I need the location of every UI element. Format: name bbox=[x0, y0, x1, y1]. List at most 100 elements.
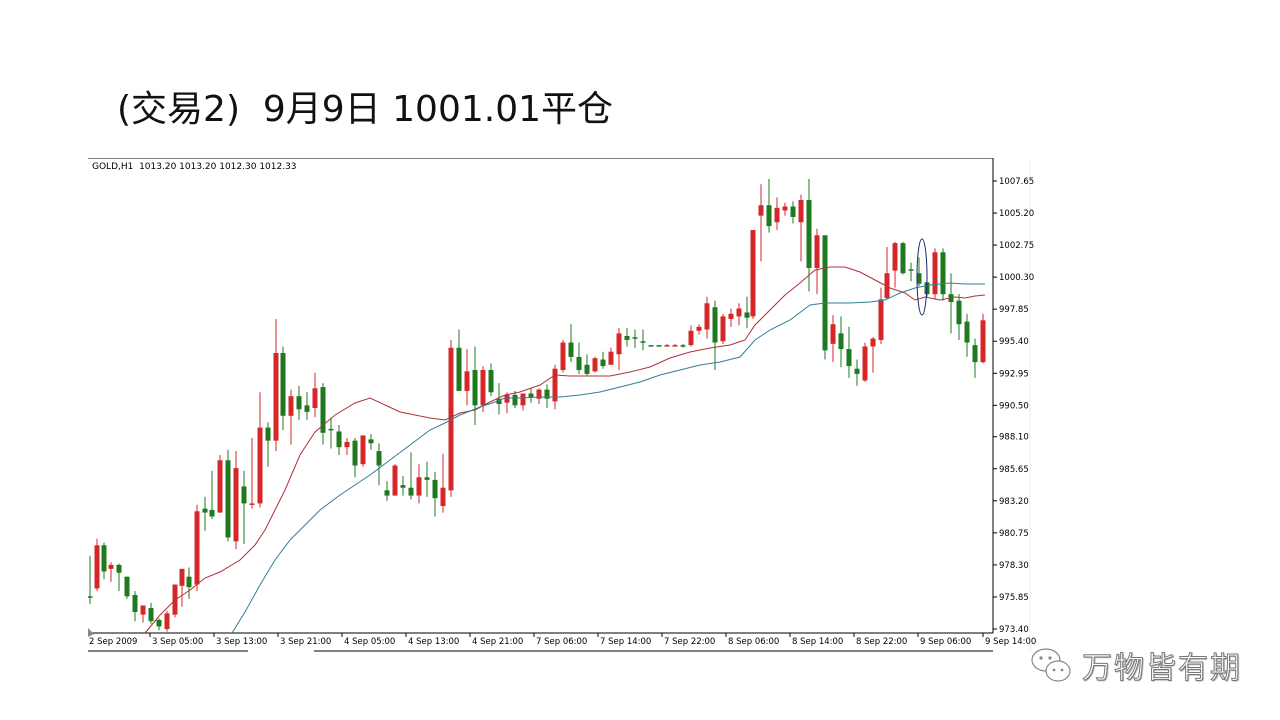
annotation-ellipse bbox=[916, 238, 928, 316]
candle bbox=[592, 358, 598, 372]
x-tick-label: 9 Sep 06:00 bbox=[920, 637, 971, 647]
candle bbox=[870, 338, 876, 347]
candle bbox=[217, 460, 223, 513]
y-tick-label: 980.75 bbox=[999, 529, 1029, 539]
y-tick-label: 997.85 bbox=[999, 305, 1029, 315]
candle bbox=[520, 393, 526, 406]
candle bbox=[265, 427, 271, 441]
candle bbox=[344, 441, 350, 448]
candle bbox=[384, 490, 390, 496]
candle bbox=[336, 431, 342, 448]
candle bbox=[116, 564, 122, 573]
x-axis: 2 Sep 2009 3 Sep 05:00 3 Sep 13:00 3 Sep 21… bbox=[89, 633, 1036, 647]
x-tick-label: 8 Sep 06:00 bbox=[728, 637, 779, 647]
y-tick-label: 1002.75 bbox=[999, 241, 1034, 251]
candle bbox=[400, 485, 406, 488]
y-tick-label: 983.20 bbox=[999, 497, 1029, 507]
x-tick-label: 3 Sep 21:00 bbox=[280, 637, 331, 647]
candle bbox=[424, 477, 430, 480]
candle bbox=[456, 347, 462, 391]
y-tick-label: 975.85 bbox=[999, 593, 1029, 603]
candle bbox=[584, 364, 590, 374]
candle bbox=[704, 303, 710, 330]
candle bbox=[488, 370, 494, 393]
candle bbox=[600, 359, 606, 367]
x-tick-label: 8 Sep 22:00 bbox=[856, 637, 907, 647]
candle bbox=[536, 389, 542, 399]
slide-title: (交易2) 9月9日 1001.01平仓 bbox=[117, 89, 614, 130]
wechat-icon bbox=[1031, 648, 1071, 682]
x-tick-label: 3 Sep 13:00 bbox=[216, 637, 267, 647]
y-tick-label: 973.40 bbox=[999, 625, 1029, 635]
candle bbox=[712, 307, 718, 343]
x-tick-label: 9 Sep 14:00 bbox=[985, 637, 1036, 647]
watermark-text: 万物皆有期 bbox=[1082, 651, 1242, 687]
y-tick-label: 1005.20 bbox=[999, 209, 1034, 219]
candle bbox=[774, 207, 780, 223]
candle bbox=[822, 235, 828, 351]
watermark: 万物皆有期 bbox=[1030, 640, 1242, 690]
candle bbox=[648, 345, 654, 347]
candle bbox=[360, 435, 366, 465]
x-tick-label: 7 Sep 06:00 bbox=[536, 637, 587, 647]
candle bbox=[528, 393, 534, 398]
candle bbox=[680, 345, 686, 347]
candle bbox=[132, 594, 138, 612]
candle bbox=[576, 356, 582, 371]
candle bbox=[656, 345, 662, 347]
candle bbox=[854, 368, 860, 374]
y-tick-label: 995.40 bbox=[999, 337, 1029, 347]
candle bbox=[480, 370, 486, 406]
candle bbox=[608, 351, 614, 365]
candle bbox=[878, 299, 884, 340]
candle bbox=[312, 388, 318, 408]
x-tick-label: 4 Sep 13:00 bbox=[408, 637, 459, 647]
candle bbox=[560, 342, 566, 371]
y-tick-label: 985.65 bbox=[999, 465, 1029, 475]
candle bbox=[900, 243, 906, 274]
candle bbox=[624, 336, 630, 340]
candle bbox=[512, 394, 518, 406]
candle bbox=[87, 596, 93, 598]
candle bbox=[472, 370, 478, 406]
candle bbox=[156, 619, 162, 627]
candle bbox=[632, 337, 638, 339]
candle bbox=[790, 206, 796, 217]
candle bbox=[884, 273, 890, 299]
candle bbox=[448, 347, 454, 491]
candle bbox=[233, 468, 239, 542]
candle bbox=[616, 333, 622, 355]
x-tick-label: 7 Sep 14:00 bbox=[600, 637, 651, 647]
candle bbox=[209, 509, 215, 517]
candle bbox=[672, 345, 678, 347]
candle bbox=[94, 545, 100, 589]
candle bbox=[257, 427, 263, 504]
candle bbox=[241, 486, 247, 504]
candle bbox=[352, 440, 358, 466]
candle bbox=[932, 252, 938, 295]
candle bbox=[552, 368, 558, 402]
candle bbox=[440, 487, 446, 507]
candle bbox=[782, 206, 788, 211]
candle bbox=[273, 353, 279, 441]
candle bbox=[640, 341, 646, 343]
y-axis: 1007.65 1005.20 1002.75 1000.30 997.85 995.40… bbox=[993, 177, 1034, 635]
candle bbox=[288, 396, 294, 416]
candle bbox=[972, 345, 978, 363]
candle bbox=[766, 205, 772, 227]
candle bbox=[464, 371, 470, 391]
x-tick-label: 7 Sep 22:00 bbox=[664, 637, 715, 647]
y-tick-label: 978.30 bbox=[999, 561, 1029, 571]
candle bbox=[194, 511, 200, 585]
ma-slow-line bbox=[231, 282, 985, 634]
candle bbox=[862, 346, 868, 381]
candle bbox=[368, 439, 374, 444]
y-tick-label: 990.50 bbox=[999, 401, 1029, 411]
candle bbox=[814, 235, 820, 268]
candle bbox=[392, 465, 398, 496]
candle bbox=[758, 205, 764, 216]
candle bbox=[838, 333, 844, 350]
candle bbox=[140, 605, 146, 615]
y-tick-label: 992.95 bbox=[999, 369, 1029, 379]
candle bbox=[179, 568, 185, 586]
